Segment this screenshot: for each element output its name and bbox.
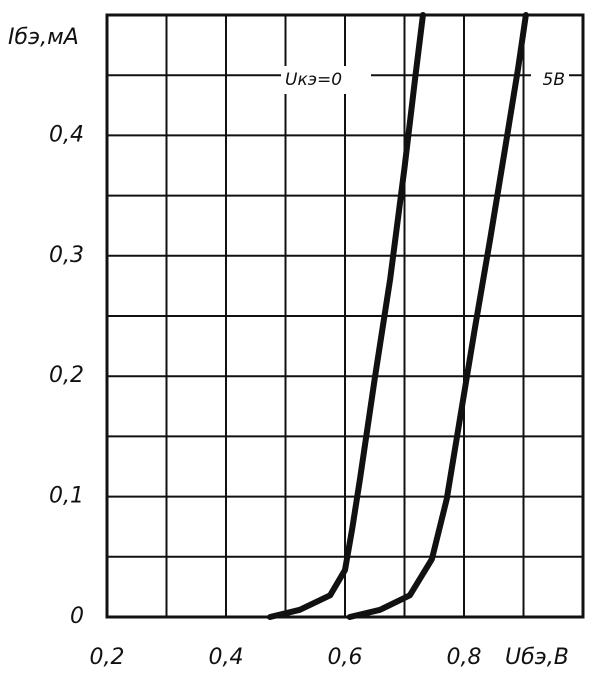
y-tick-label: 0 bbox=[70, 604, 84, 629]
x-axis-label: Uбэ,В bbox=[505, 645, 569, 670]
curve-label: 5В bbox=[543, 70, 565, 90]
label-bg bbox=[531, 66, 569, 94]
y-tick-label: 0,4 bbox=[49, 122, 84, 147]
x-tick-label: 0,6 bbox=[328, 645, 363, 670]
y-tick-label: 0,1 bbox=[49, 484, 84, 509]
curve bbox=[267, 12, 426, 620]
x-tick-label: 0,8 bbox=[447, 645, 482, 670]
label-bg bbox=[281, 66, 371, 94]
x-tick-label: 0,2 bbox=[90, 645, 125, 670]
curve bbox=[346, 12, 529, 620]
plot-border bbox=[105, 13, 585, 619]
y-axis-label: Iбэ,мА bbox=[8, 25, 79, 50]
curve-label: Uкэ=0 bbox=[285, 70, 342, 90]
y-tick-label: 0,3 bbox=[49, 243, 84, 268]
y-tick-label: 0,2 bbox=[49, 363, 84, 388]
x-tick-label: 0,4 bbox=[209, 645, 244, 670]
